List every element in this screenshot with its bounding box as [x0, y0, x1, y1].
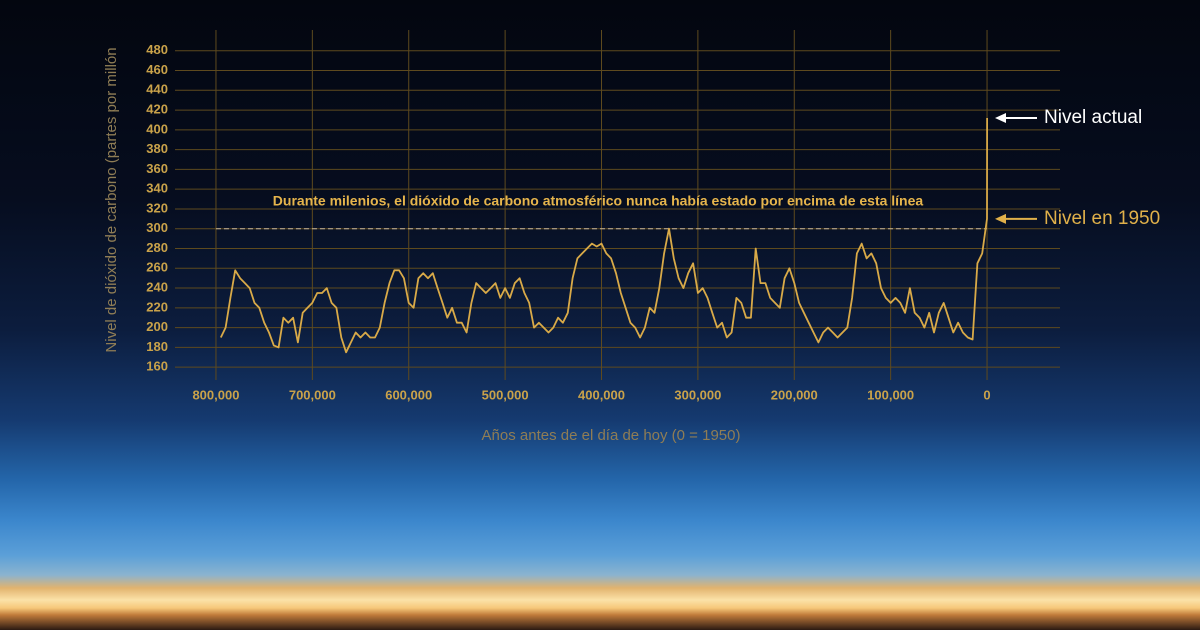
y-tick-label: 200	[146, 319, 168, 334]
y-tick-label: 400	[146, 121, 168, 136]
y-tick-label: 260	[146, 260, 168, 275]
x-tick-label: 300,000	[674, 387, 721, 402]
x-tick-label: 500,000	[482, 387, 529, 402]
y-tick-label: 360	[146, 161, 168, 176]
y-tick-label: 420	[146, 102, 168, 117]
x-tick-label: 800,000	[192, 387, 239, 402]
y-tick-label: 280	[146, 240, 168, 255]
y-tick-label: 440	[146, 82, 168, 97]
annotation-label: Nivel actual	[1044, 107, 1142, 128]
y-tick-label: 240	[146, 279, 168, 294]
y-tick-label: 380	[146, 141, 168, 156]
x-tick-label: 200,000	[771, 387, 818, 402]
y-tick-label: 220	[146, 299, 168, 314]
threshold-label: Durante milenios, el dióxido de carbono …	[273, 192, 924, 208]
y-tick-label: 320	[146, 200, 168, 215]
annotation-label: Nivel en 1950	[1044, 208, 1160, 229]
y-axis-title: Nivel de dióxido de carbono (partes por …	[103, 47, 120, 352]
y-tick-label: 460	[146, 62, 168, 77]
y-tick-label: 180	[146, 339, 168, 354]
y-tick-label: 340	[146, 181, 168, 196]
x-tick-label: 100,000	[867, 387, 914, 402]
x-tick-label: 400,000	[578, 387, 625, 402]
x-axis-title: Años antes de el día de hoy (0 = 1950)	[482, 427, 741, 444]
y-tick-label: 160	[146, 359, 168, 374]
y-tick-label: 300	[146, 220, 168, 235]
arrow-head	[995, 213, 1006, 224]
x-tick-label: 600,000	[385, 387, 432, 402]
x-tick-label: 0	[983, 387, 990, 402]
series-line	[219, 117, 988, 354]
arrow-head	[995, 112, 1006, 123]
y-tick-label: 480	[146, 42, 168, 57]
x-tick-label: 700,000	[289, 387, 336, 402]
